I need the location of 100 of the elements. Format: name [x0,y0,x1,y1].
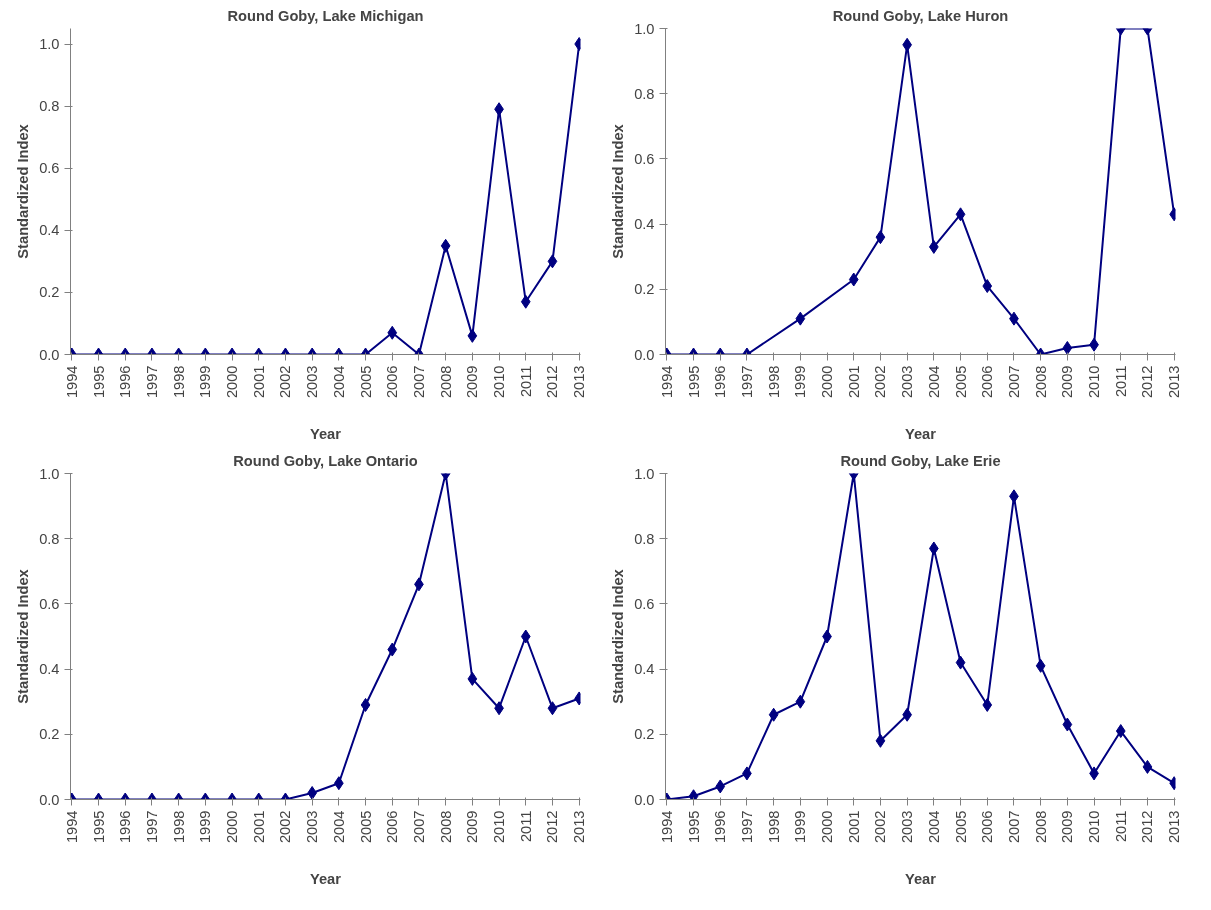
x-tick-label: 2005 [357,365,374,399]
x-axis-title: Year [905,871,937,888]
x-tick-label: 1998 [170,365,187,399]
x-tick-label: 2010 [491,810,508,844]
x-tick-label: 2002 [872,810,889,844]
x-tick-label: 2006 [384,810,401,844]
x-tick-label: 2005 [357,810,374,844]
x-tick-label: 2007 [410,810,427,844]
y-tick-label: 0.2 [634,281,655,298]
x-tick-label: 2010 [1086,365,1103,399]
x-tick-label: 1996 [117,365,134,399]
y-tick-label: 0.0 [634,791,655,808]
x-tick-label: 1997 [738,365,755,399]
x-tick-label: 2011 [517,365,534,398]
y-tick-label: 1.0 [39,465,60,482]
chart-title: Round Goby, Lake Michigan [227,7,424,24]
x-tick-label: 1996 [712,365,729,399]
x-tick-label: 2013 [571,365,588,399]
x-tick-label: 1996 [712,810,729,844]
chart-title: Round Goby, Lake Huron [832,7,1009,24]
y-axis-title: Standardized Index [15,568,32,704]
x-tick-label: 2008 [437,810,454,844]
x-tick-label: 1995 [685,810,702,844]
x-tick-label: 1997 [738,810,755,844]
x-tick-label: 2013 [1166,365,1183,399]
y-tick-label: 0.0 [634,346,655,363]
x-tick-label: 2011 [1112,365,1129,398]
x-tick-label: 2004 [925,810,942,844]
x-tick-label: 2004 [330,810,347,844]
x-tick-label: 2001 [250,810,267,844]
x-tick-label: 1997 [143,810,160,844]
x-tick-label: 2003 [899,365,916,399]
x-tick-label: 2002 [872,365,889,399]
x-axis-title: Year [310,426,342,443]
x-tick-label: 1994 [63,365,80,399]
x-tick-label: 2012 [544,365,561,399]
x-tick-label: 2007 [1005,810,1022,844]
y-tick-label: 1.0 [634,465,655,482]
x-tick-label: 2002 [277,810,294,844]
x-tick-label: 2004 [330,365,347,399]
x-tick-label: 2002 [277,365,294,399]
x-tick-label: 2008 [1032,365,1049,399]
x-tick-label: 2012 [1139,810,1156,844]
y-tick-label: 0.0 [39,791,60,808]
x-tick-label: 1994 [658,365,675,399]
x-tick-label: 2009 [464,810,481,844]
x-tick-label: 2004 [925,365,942,399]
y-tick-label: 0.6 [634,595,655,612]
x-axis-title: Year [905,426,937,443]
x-tick-label: 2001 [250,365,267,399]
x-tick-label: 2001 [845,810,862,844]
x-tick-label: 1994 [658,810,675,844]
y-tick-label: 0.6 [634,150,655,167]
x-tick-label: 2013 [1166,810,1183,844]
x-tick-label: 2006 [384,365,401,399]
x-tick-label: 2008 [1032,810,1049,844]
y-tick-label: 1.0 [634,20,655,37]
x-tick-label: 2011 [1112,810,1129,843]
x-tick-label: 1998 [765,810,782,844]
y-axis-title: Standardized Index [610,123,627,259]
x-tick-label: 2000 [819,365,836,399]
y-axis-title: Standardized Index [15,123,32,259]
x-tick-label: 2005 [952,810,969,844]
y-tick-label: 0.2 [39,726,60,743]
y-tick-label: 0.2 [39,284,60,301]
y-tick-label: 0.4 [39,661,60,678]
y-tick-label: 0.8 [634,530,655,547]
x-tick-label: 2006 [979,810,996,844]
y-tick-label: 0.0 [39,346,60,363]
x-tick-label: 2005 [952,365,969,399]
y-tick-label: 0.4 [39,222,60,239]
y-tick-label: 0.2 [634,726,655,743]
x-tick-label: 2008 [437,365,454,399]
x-tick-label: 1996 [117,810,134,844]
chart-title: Round Goby, Lake Erie [840,452,1001,469]
y-tick-label: 0.6 [39,160,60,177]
x-tick-label: 1998 [170,810,187,844]
y-tick-label: 1.0 [39,36,60,53]
x-tick-label: 2010 [1086,810,1103,844]
x-tick-label: 2003 [304,365,321,399]
x-tick-label: 2000 [224,365,241,399]
x-tick-label: 1995 [90,365,107,399]
x-tick-label: 2000 [224,810,241,844]
y-tick-label: 0.4 [634,216,655,233]
x-tick-label: 1999 [197,365,214,399]
x-tick-label: 2000 [819,810,836,844]
x-tick-label: 1999 [792,365,809,399]
chart-title: Round Goby, Lake Ontario [233,452,418,469]
x-tick-label: 2009 [1059,810,1076,844]
x-tick-label: 2001 [845,365,862,399]
y-tick-label: 0.8 [634,85,655,102]
x-tick-label: 1994 [63,810,80,844]
x-tick-label: 1995 [90,810,107,844]
x-tick-label: 2006 [979,365,996,399]
x-tick-label: 2010 [491,365,508,399]
y-tick-label: 0.6 [39,595,60,612]
x-tick-label: 2003 [304,810,321,844]
x-axis-title: Year [310,871,342,888]
x-tick-label: 2012 [1139,365,1156,399]
x-tick-label: 1997 [143,365,160,399]
